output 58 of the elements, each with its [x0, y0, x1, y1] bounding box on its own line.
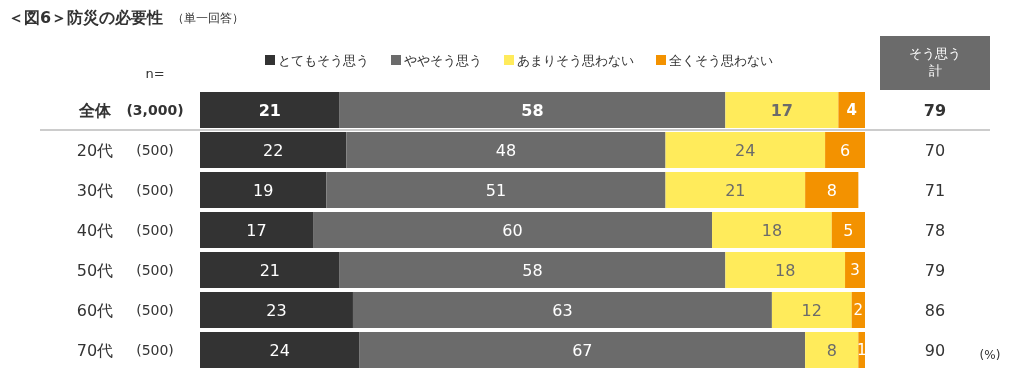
text: 79: [923, 100, 947, 120]
y-tick-label: 60代: [76, 300, 114, 320]
data-label: 21: [259, 260, 280, 280]
data-label: 18: [761, 220, 783, 240]
text: 90: [924, 340, 946, 360]
data-label: 2: [853, 301, 864, 319]
data-label: 18: [775, 260, 796, 280]
data-label: 1: [856, 341, 867, 359]
text: (3,000): [126, 102, 184, 118]
data-label: 22: [262, 140, 284, 160]
data-label: 6: [839, 140, 851, 160]
text: 70: [924, 140, 946, 160]
data-label: 58: [522, 260, 543, 280]
data-label: 5: [843, 220, 854, 240]
text: (500): [136, 262, 174, 278]
data-label: 51: [485, 180, 507, 200]
data-label: 17: [770, 100, 794, 120]
y-tick-label: 全体: [78, 100, 112, 120]
text: 86: [924, 300, 946, 320]
text: (500): [136, 342, 174, 358]
legend-label: とてもそう思う: [278, 52, 369, 68]
data-label: 21: [258, 100, 281, 120]
data-label: 12: [801, 300, 822, 320]
legend-label: ややそう思う: [404, 52, 482, 68]
y-tick-label: 40代: [76, 220, 114, 240]
data-label: 21: [725, 180, 746, 200]
chart-title: ＜図6＞防災の必要性: [8, 7, 164, 27]
legend-label: あまりそう思わない: [517, 52, 634, 68]
data-label: 67: [572, 340, 593, 360]
data-label: 8: [826, 340, 837, 360]
data-label: 23: [266, 300, 287, 320]
data-label: 24: [735, 140, 756, 160]
text: (500): [136, 222, 174, 238]
data-label: 48: [495, 140, 517, 160]
y-tick-label: 50代: [76, 260, 114, 280]
data-label: 63: [552, 300, 573, 320]
data-label: 3: [850, 261, 860, 279]
data-label: 4: [846, 101, 857, 119]
data-label: 19: [253, 180, 274, 200]
text: (500): [136, 142, 174, 158]
data-label: 60: [502, 220, 523, 240]
data-label: 58: [521, 100, 544, 120]
text: (500): [136, 182, 174, 198]
text: そう思う計: [909, 46, 961, 78]
y-tick-label: 30代: [76, 180, 114, 200]
text: 78: [924, 220, 946, 240]
chart-subtitle: （単一回答）: [172, 11, 244, 25]
text: (500): [136, 302, 174, 318]
legend-label: 全くそう思わない: [669, 52, 773, 68]
y-tick-label: 70代: [76, 340, 114, 360]
data-label: 17: [246, 220, 267, 240]
text: 71: [924, 180, 946, 200]
data-label: 8: [826, 180, 837, 200]
data-label: 24: [269, 340, 290, 360]
text: n=: [145, 65, 165, 81]
text: (%): [979, 348, 1001, 362]
text: 79: [924, 260, 946, 280]
y-tick-label: 20代: [76, 140, 114, 160]
